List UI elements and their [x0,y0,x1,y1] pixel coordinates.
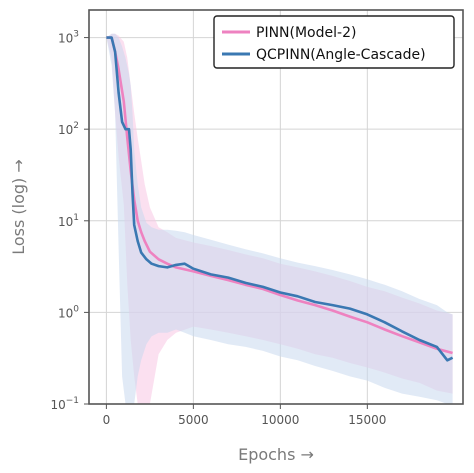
series-lines [106,36,454,362]
legend-label-pinn: PINN(Model-2) [256,25,356,41]
y-tick-label: 101 [58,213,79,229]
confidence-bands [106,33,453,405]
y-axis-label: Loss (log) → [9,159,28,255]
series-line-0 [106,36,453,355]
x-tick-label: 5000 [178,413,209,427]
y-tick-label: 102 [58,121,79,137]
series-line-1 [106,36,454,362]
y-tick-label: 100 [58,304,79,320]
series-band-1 [106,33,453,405]
x-axis-label: Epochs → [238,445,314,464]
y-tick-label: 103 [58,30,79,46]
x-tick-label: 0 [103,413,111,427]
legend-label-qcpinn: QCPINN(Angle-Cascade) [256,47,426,63]
x-tick-label: 10000 [261,413,299,427]
y-tick-label: 10−1 [50,396,79,412]
y-axis-ticks: 10−1 100 101 102 103 [50,30,89,412]
x-axis-ticks: 0 5000 10000 15000 [103,404,386,427]
x-tick-label: 15000 [348,413,386,427]
legend: PINN(Model-2) QCPINN(Angle-Cascade) [213,15,455,69]
plot-frame [88,9,464,405]
legend-box [213,15,455,69]
